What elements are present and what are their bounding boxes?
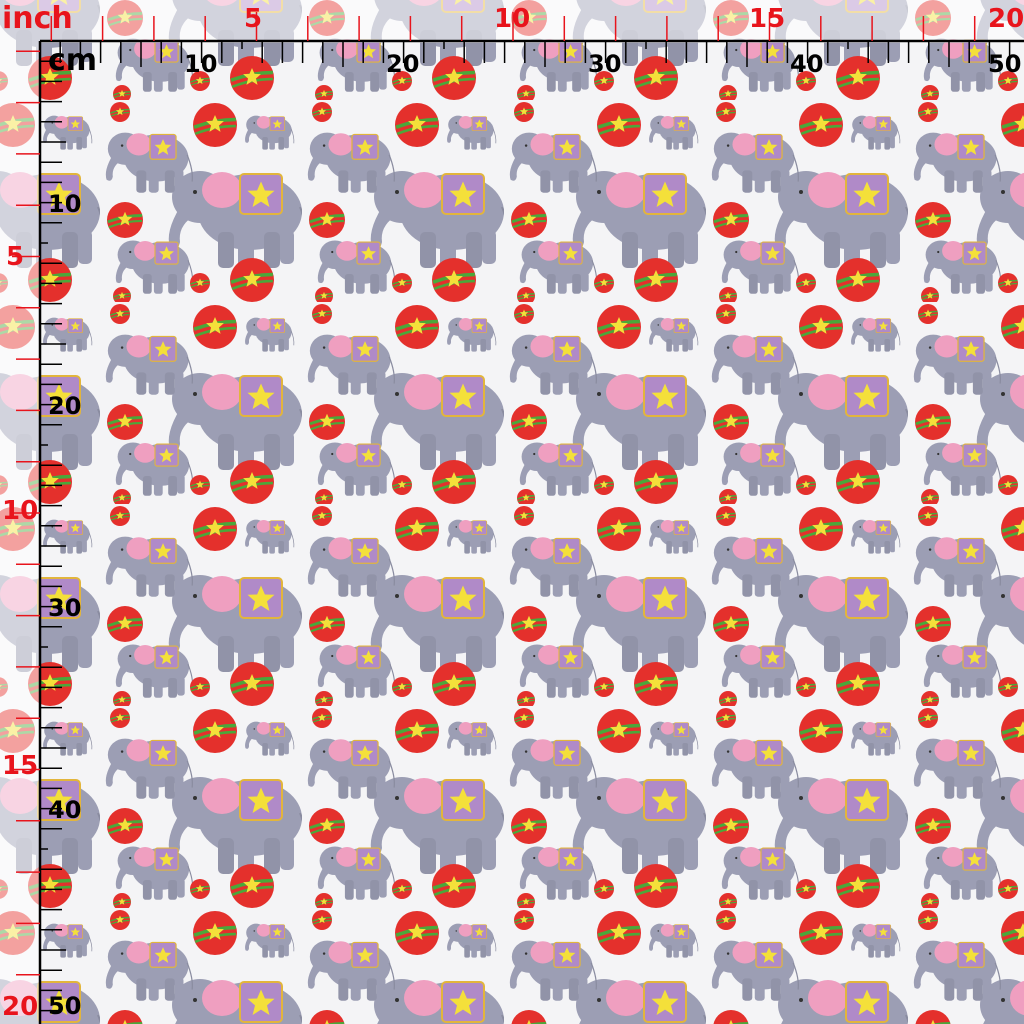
top-cm-label: 40	[790, 50, 824, 78]
left-cm-label: 30	[48, 594, 82, 622]
left-inch-label: 10	[2, 496, 39, 526]
ruler-ticks	[12, 12, 1024, 1024]
left-cm-label: 50	[48, 992, 82, 1020]
top-inch-label: 5	[244, 4, 263, 34]
top-inch-label: 15	[749, 4, 786, 34]
top-inch-label: 20	[988, 4, 1024, 34]
left-inch-label: 15	[2, 751, 39, 781]
top-cm-label: 30	[588, 50, 622, 78]
inch-unit-label: inch	[2, 1, 73, 36]
left-cm-label: 20	[48, 392, 82, 420]
cm-unit-label: cm	[48, 43, 98, 78]
left-ruler-overlay	[0, 43, 40, 1024]
left-inch-label: 5	[6, 242, 25, 272]
top-inch-label: 10	[494, 4, 531, 34]
left-inch-label: 20	[2, 992, 39, 1022]
top-cm-label: 20	[386, 50, 420, 78]
left-cm-label: 10	[48, 190, 82, 218]
top-cm-label: 10	[184, 50, 218, 78]
left-cm-label: 40	[48, 796, 82, 824]
top-ruler-overlay	[0, 0, 1024, 43]
top-cm-label: 50	[988, 50, 1022, 78]
